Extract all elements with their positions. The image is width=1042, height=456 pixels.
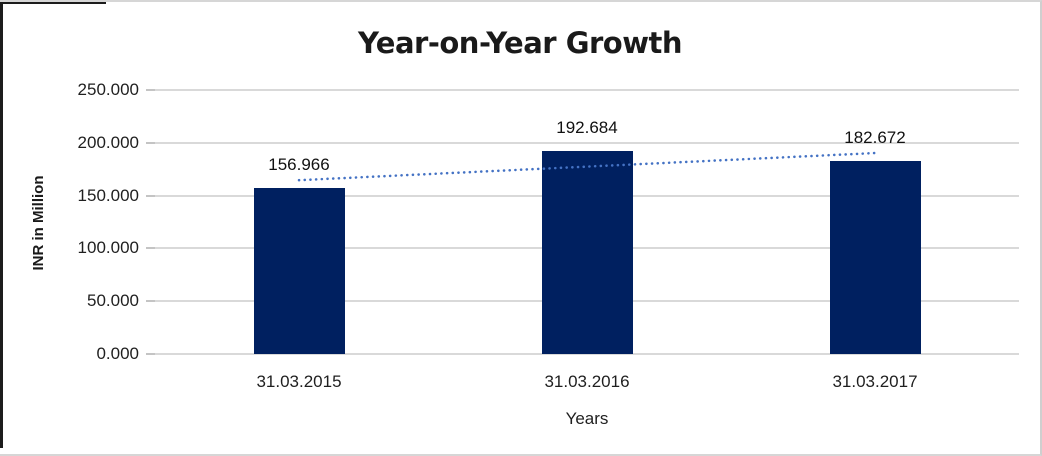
x-axis-title: Years [565, 409, 609, 428]
y-axis-title: INR in Million [30, 175, 47, 271]
y-axis-tick [146, 247, 155, 250]
y-axis-tick-label: 0.000 [96, 344, 139, 363]
y-axis-tick [146, 141, 155, 144]
x-axis-tick-label: 31.03.2017 [832, 372, 918, 391]
bar-data-label: 156.966 [268, 155, 330, 175]
y-axis-tick [146, 300, 155, 303]
bar [829, 161, 921, 354]
bar [541, 150, 633, 354]
y-axis-tick [146, 89, 155, 91]
frame-top-border [0, 2, 106, 4]
bar-data-label: 192.684 [556, 117, 618, 137]
bar-data-label: 182.672 [844, 128, 906, 148]
gridline [155, 89, 1019, 91]
x-axis-tick-label: 31.03.2015 [256, 372, 342, 391]
y-axis-tick-label: 50.000 [87, 291, 139, 311]
x-axis-tick-label: 31.03.2016 [544, 372, 630, 391]
y-axis-tick-label: 150.000 [77, 185, 139, 205]
frame-left-border [0, 2, 3, 448]
y-axis-tick-label: 200.000 [77, 132, 139, 152]
y-axis-tick [146, 353, 155, 355]
gridline [155, 141, 1019, 144]
y-axis-tick-label: 100.000 [77, 238, 139, 258]
y-axis-tick-label: 250.000 [77, 80, 139, 99]
chart-title: Year-on-Year Growth [357, 26, 683, 60]
gridline [155, 353, 1019, 355]
y-axis-tick [146, 194, 155, 197]
bar [253, 188, 345, 354]
